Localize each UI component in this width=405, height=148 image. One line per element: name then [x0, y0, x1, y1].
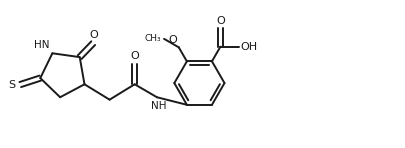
Text: O: O — [168, 35, 176, 45]
Text: O: O — [130, 51, 139, 61]
Text: O: O — [90, 30, 98, 40]
Text: NH: NH — [150, 101, 166, 111]
Text: OH: OH — [240, 42, 257, 52]
Text: O: O — [215, 16, 224, 26]
Text: HN: HN — [34, 40, 50, 50]
Text: CH₃: CH₃ — [144, 34, 161, 43]
Text: S: S — [8, 80, 15, 90]
